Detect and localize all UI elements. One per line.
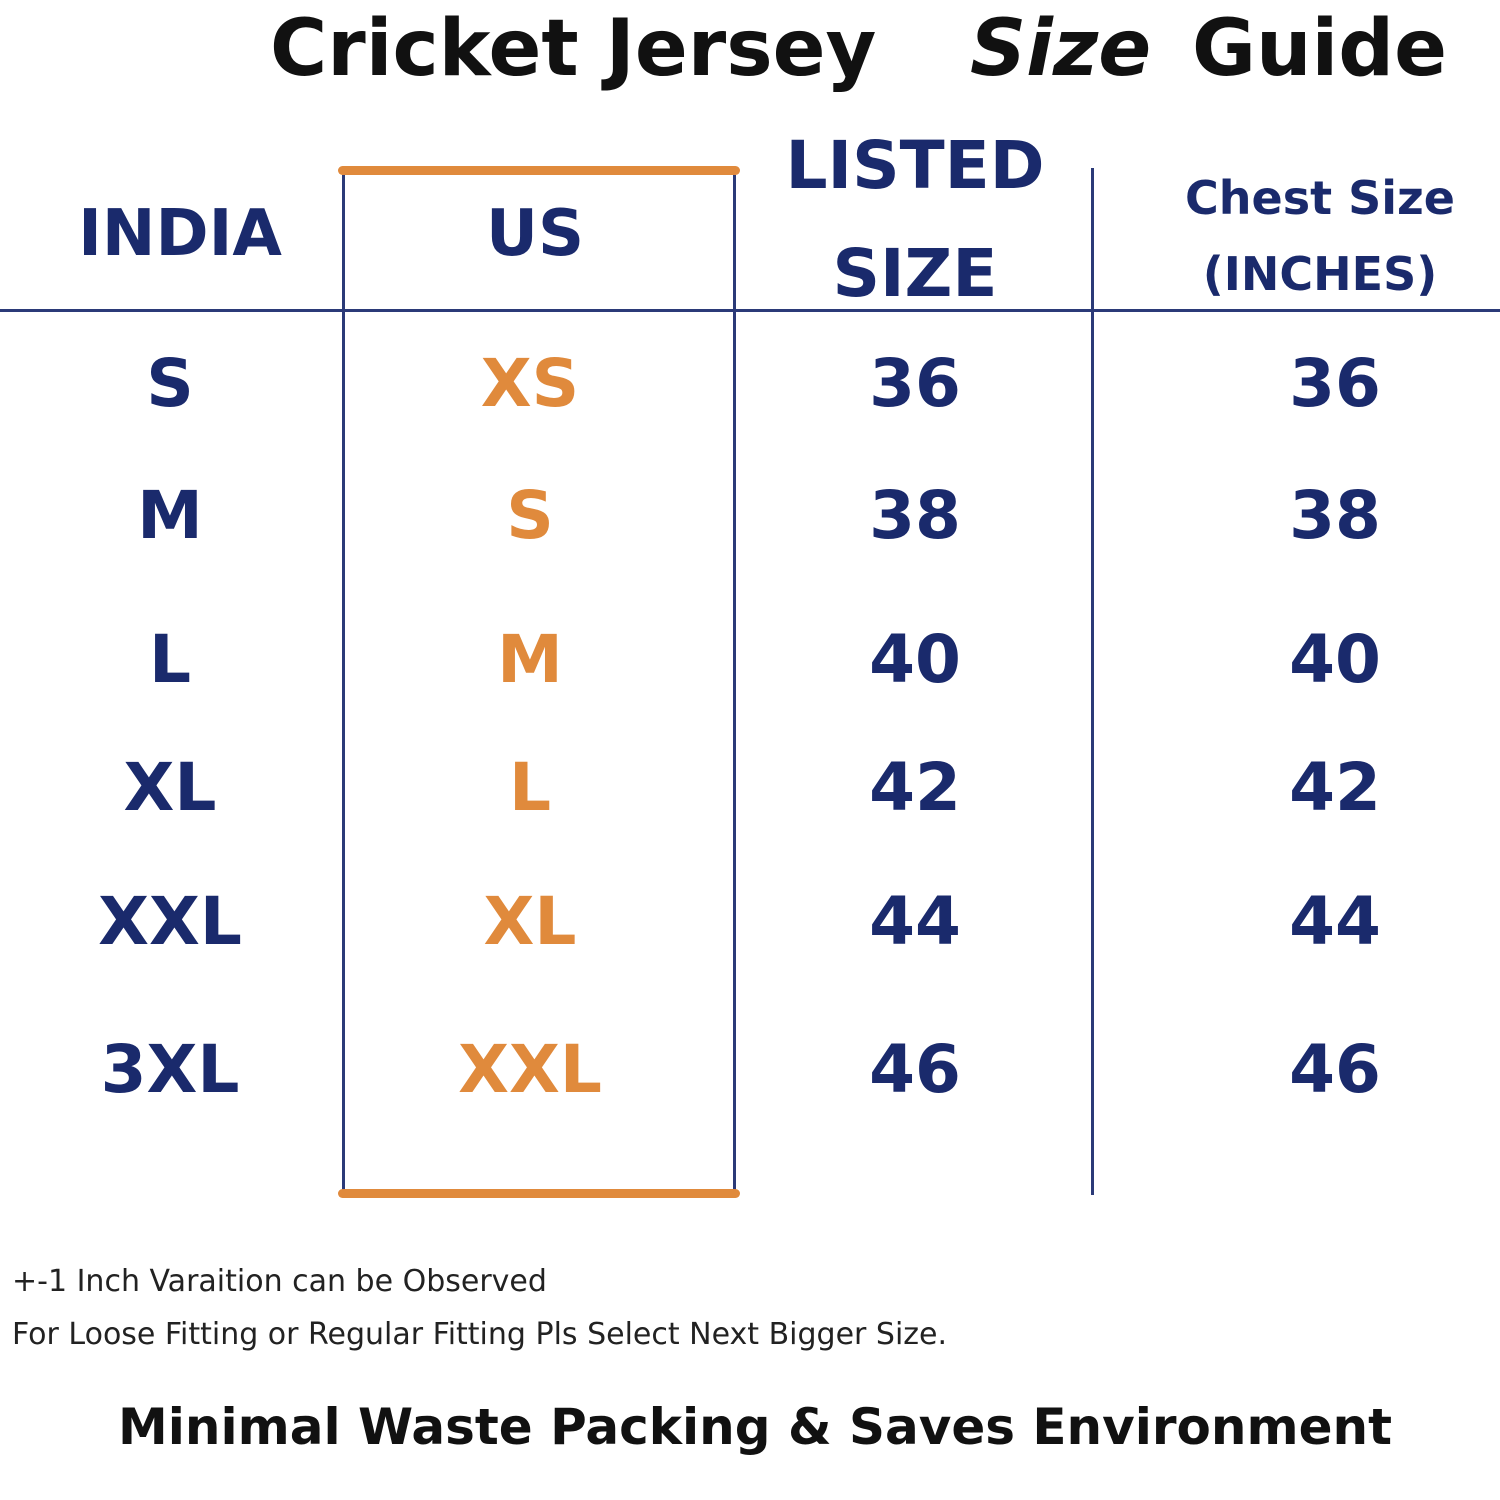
us-size-cell: L xyxy=(508,749,552,826)
listed-size-cell: 36 xyxy=(869,345,961,422)
page-title: Cricket Jersey Size Guide xyxy=(0,0,1500,100)
title-text-size: Size xyxy=(970,4,1152,94)
chest-size-cell: 36 xyxy=(1289,345,1381,422)
india-size-cell: S xyxy=(146,345,194,422)
header-chest-size: Chest Size xyxy=(1185,171,1455,225)
variation-note: +-1 Inch Varaition can be Observed xyxy=(12,1264,547,1299)
header-listed: LISTED xyxy=(785,127,1045,204)
india-size-cell: 3XL xyxy=(100,1031,240,1108)
listed-size-cell: 40 xyxy=(869,621,961,698)
us-size-cell: XXL xyxy=(458,1031,602,1108)
chest-column-divider xyxy=(1091,168,1094,1195)
listed-size-cell: 42 xyxy=(869,749,961,826)
header-divider-line xyxy=(0,309,1500,312)
fitting-note: For Loose Fitting or Regular Fitting Pls… xyxy=(12,1317,948,1352)
us-column-bottom-accent xyxy=(338,1189,740,1198)
title-text-guide: Guide xyxy=(1192,4,1448,94)
listed-size-cell: 38 xyxy=(869,477,961,554)
india-size-cell: L xyxy=(148,621,192,698)
india-size-cell: XXL xyxy=(98,883,242,960)
chest-size-cell: 40 xyxy=(1289,621,1381,698)
us-size-cell: S xyxy=(506,477,554,554)
us-size-cell: M xyxy=(497,621,563,698)
header-inches: (INCHES) xyxy=(1202,247,1438,301)
us-size-cell: XS xyxy=(480,345,580,422)
chest-size-cell: 38 xyxy=(1289,477,1381,554)
listed-size-cell: 44 xyxy=(869,883,961,960)
us-column-top-accent xyxy=(338,166,740,175)
india-size-cell: XL xyxy=(123,749,217,826)
us-column-right-border xyxy=(733,175,736,1195)
chest-size-cell: 46 xyxy=(1289,1031,1381,1108)
header-us: US xyxy=(485,197,585,271)
chest-size-cell: 42 xyxy=(1289,749,1381,826)
header-india: INDIA xyxy=(78,197,282,271)
us-column-left-border xyxy=(342,175,345,1195)
india-size-cell: M xyxy=(137,477,203,554)
us-size-cell: XL xyxy=(483,883,577,960)
title-text-cricket-jersey: Cricket Jersey xyxy=(270,4,877,94)
footer-tagline: Minimal Waste Packing & Saves Environmen… xyxy=(118,1398,1392,1456)
listed-size-cell: 46 xyxy=(869,1031,961,1108)
header-size: SIZE xyxy=(832,235,998,312)
chest-size-cell: 44 xyxy=(1289,883,1381,960)
